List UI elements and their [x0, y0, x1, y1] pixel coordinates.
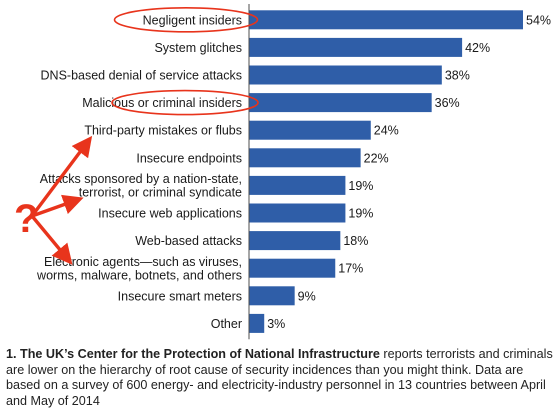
- value-label-8: 18%: [343, 234, 368, 248]
- value-label-4: 24%: [374, 124, 399, 138]
- category-label-9-0: Electronic agents—such as viruses,: [44, 255, 242, 269]
- figure-caption: 1. The UK’s Center for the Protection of…: [6, 347, 556, 409]
- bar-11: [249, 313, 265, 333]
- bar-6: [249, 175, 346, 195]
- value-label-3: 36%: [435, 96, 460, 110]
- highlight-ellipse-3: [111, 89, 259, 116]
- bar-8: [249, 231, 341, 251]
- value-label-1: 42%: [465, 41, 490, 55]
- category-label-5: Insecure endpoints: [136, 151, 242, 165]
- bar-7: [249, 203, 346, 223]
- bar-2: [249, 65, 442, 85]
- annotation-arrow-4: [30, 135, 93, 218]
- bar-4: [249, 120, 371, 140]
- category-label-1: System glitches: [154, 41, 242, 55]
- category-label-4: Third-party mistakes or flubs: [84, 124, 242, 138]
- bar-9: [249, 258, 336, 278]
- category-label-9-1: worms, malware, botnets, and others: [36, 268, 242, 282]
- bar-5: [249, 148, 361, 168]
- value-label-7: 19%: [348, 207, 373, 221]
- value-label-9: 17%: [338, 262, 363, 276]
- category-label-3: Malicious or criminal insiders: [82, 96, 242, 110]
- value-label-11: 3%: [267, 317, 285, 331]
- category-label-11: Other: [211, 317, 242, 331]
- category-label-10: Insecure smart meters: [118, 289, 242, 303]
- value-label-10: 9%: [298, 289, 316, 303]
- bar-3: [249, 93, 432, 113]
- bar-1: [249, 37, 463, 57]
- bar-0: [249, 10, 523, 30]
- annotation-arrow-9: [30, 214, 73, 265]
- value-label-5: 22%: [364, 151, 389, 165]
- caption-bold: 1. The UK’s Center for the Protection of…: [6, 347, 380, 361]
- category-label-6-1: terrorist, or criminal syndicate: [79, 186, 242, 200]
- value-label-6: 19%: [348, 179, 373, 193]
- bar-10: [249, 286, 295, 306]
- category-label-0: Negligent insiders: [143, 13, 242, 27]
- highlight-ellipse-0: [113, 6, 259, 33]
- category-label-6-0: Attacks sponsored by a nation-state,: [40, 172, 242, 186]
- value-label-0: 54%: [526, 13, 551, 27]
- caption-text: reports terrorists and criminals are low…: [6, 347, 553, 408]
- bar-chart: 54% Negligent insiders 42% System glitches 3…: [14, 4, 551, 340]
- annotation-arrow-6: [30, 194, 84, 218]
- question-mark-annotation: ?: [14, 197, 38, 241]
- category-label-8: Web-based attacks: [135, 234, 242, 248]
- category-label-7: Insecure web applications: [98, 207, 242, 221]
- value-label-2: 38%: [445, 69, 470, 83]
- category-label-2: DNS-based denial of service attacks: [41, 69, 242, 83]
